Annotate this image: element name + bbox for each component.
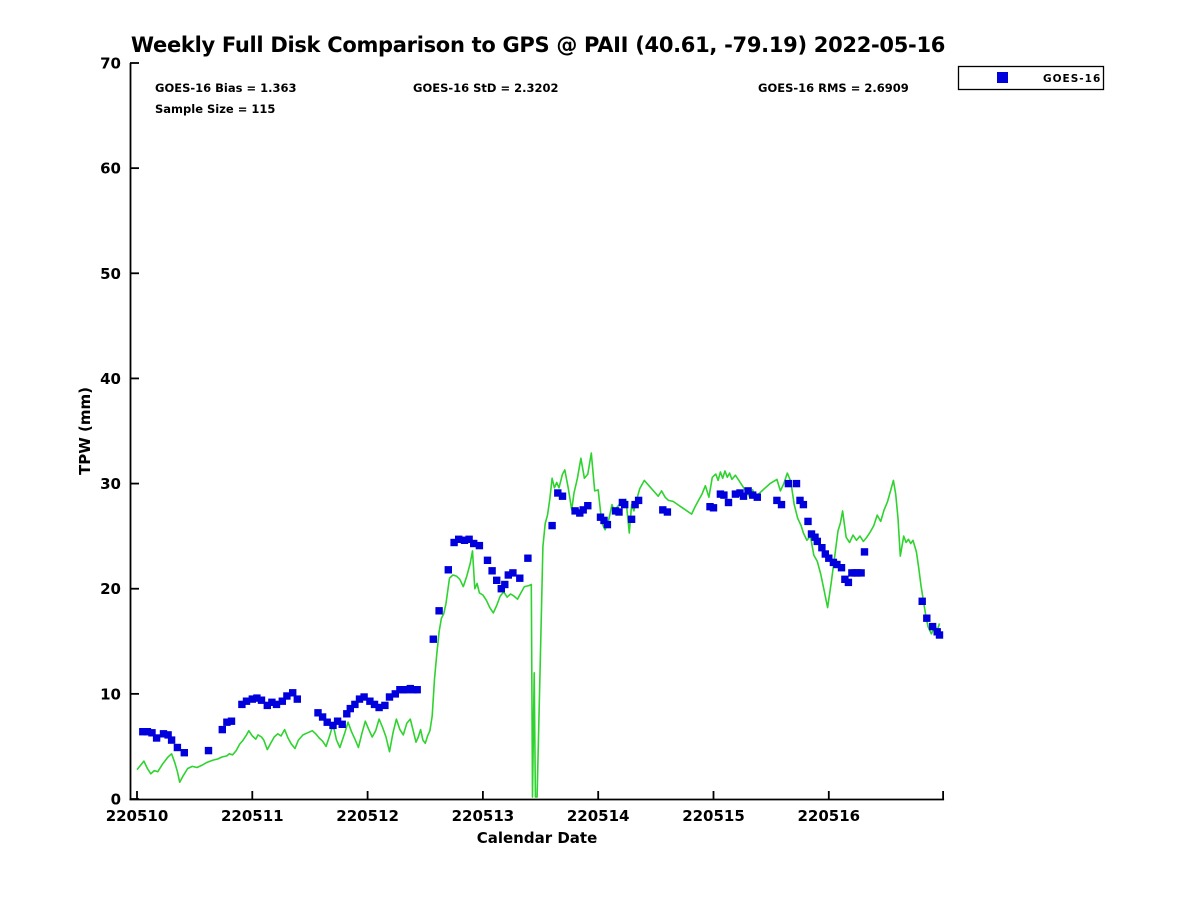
y-axis-ticks: 0 10 20 30 40 50 60 70 <box>100 55 139 809</box>
goes16-scatter-series <box>139 479 944 757</box>
legend: GOES-16 <box>957 65 1105 91</box>
x-axis-ticks: 220510 220511 220512 220513 220514 220515 2205… <box>106 791 944 825</box>
legend-entry-goes16: GOES-16 <box>1043 73 1101 85</box>
x-axis-label: Calendar Date <box>477 829 598 847</box>
y-tick-label: 40 <box>100 370 121 388</box>
x-tick-label: 220513 <box>452 807 515 825</box>
x-tick-label: 220511 <box>221 807 284 825</box>
y-tick-label: 30 <box>100 475 121 493</box>
stat-sample-size: Sample Size = 115 <box>155 102 275 116</box>
x-tick-label: 220514 <box>567 807 630 825</box>
stat-std: GOES-16 StD = 2.3202 <box>413 81 558 95</box>
x-tick-label: 220516 <box>797 807 860 825</box>
y-tick-label: 60 <box>100 160 121 178</box>
x-tick-label: 220515 <box>682 807 745 825</box>
legend-box <box>957 65 1105 91</box>
axes <box>129 63 945 801</box>
y-tick-label: 10 <box>100 685 121 703</box>
y-tick-label: 20 <box>100 580 121 598</box>
stat-bias: GOES-16 Bias = 1.363 <box>155 81 296 95</box>
x-tick-label: 220512 <box>336 807 399 825</box>
y-tick-label: 50 <box>100 265 121 283</box>
stat-rms: GOES-16 RMS = 2.6909 <box>758 81 909 95</box>
gps-line-series <box>136 452 941 798</box>
y-tick-label: 70 <box>100 55 121 73</box>
goes16-legend-marker-icon <box>997 72 1008 83</box>
chart-title: Weekly Full Disk Comparison to GPS @ PAI… <box>131 33 945 57</box>
y-axis-label: TPW (mm) <box>76 387 94 475</box>
x-tick-label: 220510 <box>106 807 169 825</box>
y-tick-label: 0 <box>111 791 121 809</box>
